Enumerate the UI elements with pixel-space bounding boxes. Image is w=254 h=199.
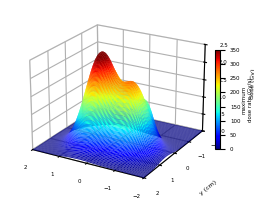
Y-axis label: maximum
dose rate (Gy/s): maximum dose rate (Gy/s) bbox=[242, 77, 253, 122]
Y-axis label: y (cm): y (cm) bbox=[199, 179, 218, 196]
